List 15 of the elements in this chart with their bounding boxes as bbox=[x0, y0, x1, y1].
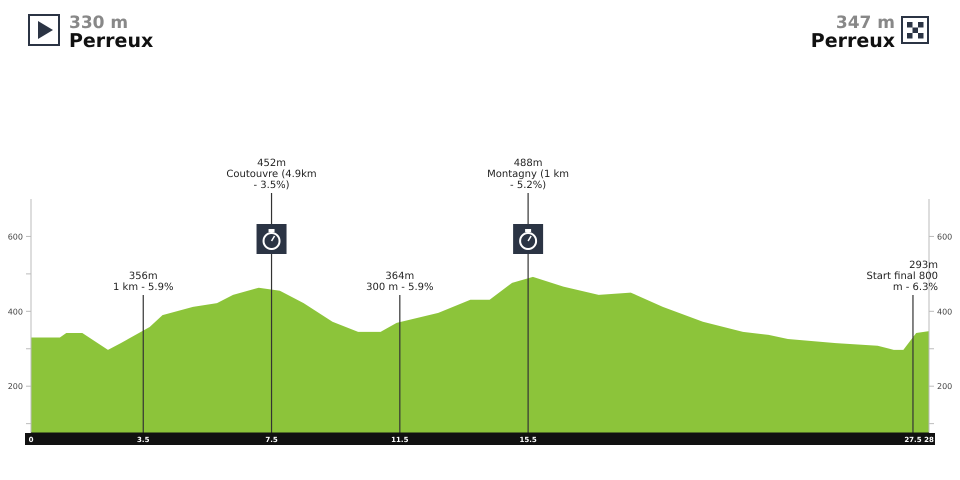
ref-line-label: 488m Montagny (1 km - 5.2%) bbox=[487, 158, 570, 191]
text: Perreux bbox=[810, 30, 895, 52]
y-tick-label: 600 bbox=[8, 232, 23, 242]
text: 330 m bbox=[69, 13, 128, 33]
y2-tick-label: 600 bbox=[937, 232, 952, 242]
y2-tick-label: 200 bbox=[937, 382, 952, 392]
y2-tick-label: 400 bbox=[937, 307, 952, 316]
text: Perreux bbox=[69, 30, 154, 52]
text: 347 m bbox=[836, 13, 895, 33]
ref-line-label: 452m Coutouvre (4.9km - 3.5%) bbox=[226, 158, 317, 191]
ref-line-label: 293m Start final 800 m - 6.3% bbox=[866, 260, 938, 293]
y-tick-label: 400 bbox=[8, 307, 23, 316]
ref-line-label: 364m 300 m - 5.9% bbox=[366, 271, 434, 293]
ref-line-label: 356m 1 km - 5.9% bbox=[113, 271, 174, 293]
y-tick-label: 200 bbox=[8, 382, 23, 392]
